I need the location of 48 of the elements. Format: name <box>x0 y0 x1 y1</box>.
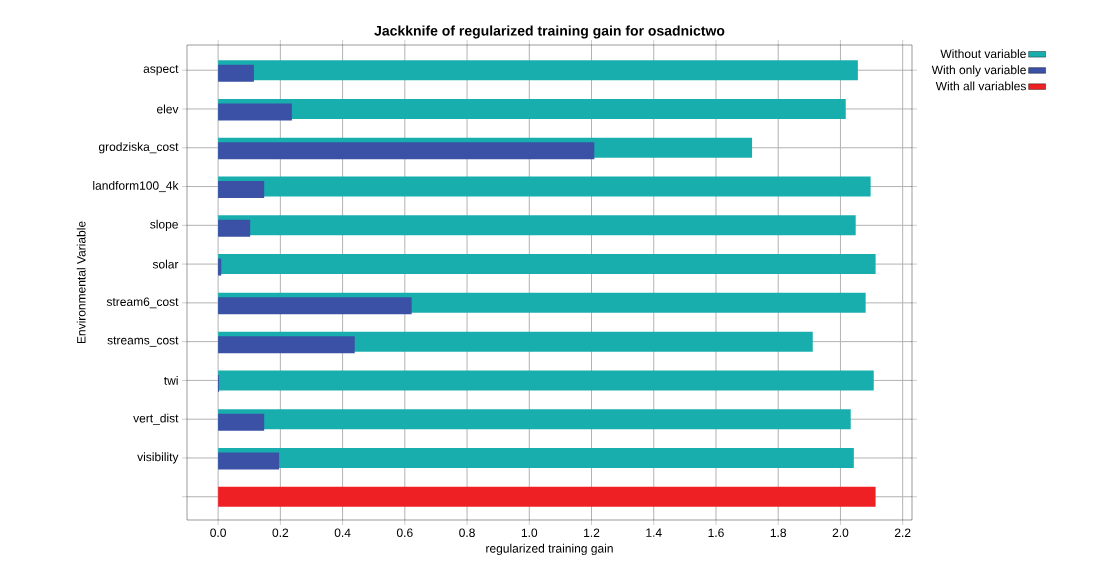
bar <box>218 413 265 431</box>
bar <box>218 447 854 468</box>
y-tick-label: streams_cost <box>107 336 179 347</box>
x-tick-label: 2.0 <box>832 528 849 538</box>
x-tick-label: 2.2 <box>894 528 911 537</box>
x-tick-label: 0.2 <box>272 528 289 538</box>
x-tick-label: 0.6 <box>396 528 413 538</box>
y-tick-label: twi <box>164 376 178 385</box>
bar <box>218 258 222 276</box>
bar <box>218 486 876 507</box>
y-tick-label: landform100_4k <box>93 180 179 193</box>
x-axis-title: regularized training gain <box>486 543 613 556</box>
bar <box>218 176 871 197</box>
y-axis-title: Environmental Variable <box>76 221 86 344</box>
y-tick-label: elev <box>156 104 179 114</box>
bar <box>218 103 292 121</box>
x-tick-label: 1.6 <box>708 528 724 538</box>
bar <box>218 60 858 81</box>
bar <box>218 452 280 470</box>
bar <box>218 297 412 315</box>
x-tick-label: 1.8 <box>770 528 787 538</box>
legend-label: Without variable <box>940 49 1026 59</box>
y-tick-label: aspect <box>143 65 179 76</box>
y-tick-label: solar <box>152 259 179 269</box>
x-tick-label: 0.0 <box>210 528 226 538</box>
bar <box>218 336 355 354</box>
bar <box>218 370 874 391</box>
x-tick-label: 1.0 <box>521 528 538 538</box>
x-tick-label: 0.8 <box>459 528 475 538</box>
y-tick-label: stream6_cost <box>106 297 179 309</box>
legend-label: With only variable <box>931 65 1026 77</box>
chart-title: Jackknife of regularized training gain for osadnictwo <box>374 25 725 39</box>
bar <box>218 254 876 275</box>
y-tick-label: grodziska_cost <box>98 142 179 154</box>
x-tick-label: 1.2 <box>584 528 600 537</box>
x-tick-label: 1.4 <box>646 528 662 537</box>
bar <box>218 219 251 237</box>
x-tick-label: 0.4 <box>334 528 351 538</box>
legend-label: With all variables <box>935 81 1026 91</box>
bar <box>218 181 265 199</box>
bar <box>218 64 254 82</box>
bar <box>218 142 595 160</box>
bar <box>218 98 846 119</box>
bar <box>218 409 851 430</box>
y-tick-label: slope <box>150 219 178 231</box>
y-tick-label: vert_dist <box>133 413 179 425</box>
y-tick-label: visibility <box>137 452 179 464</box>
bar <box>218 215 856 236</box>
